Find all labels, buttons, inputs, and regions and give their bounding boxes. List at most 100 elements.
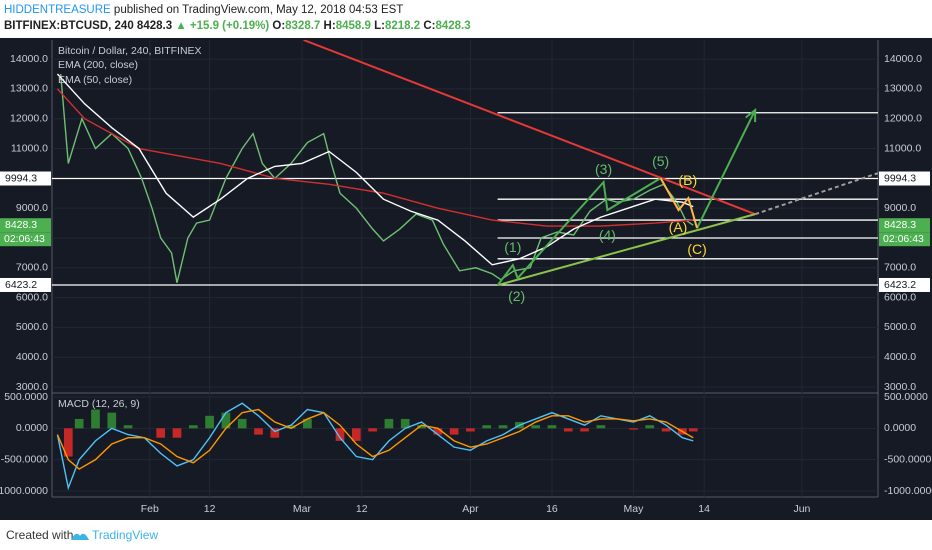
x-tick-label: 14 — [698, 503, 710, 515]
histogram-bar — [482, 425, 492, 429]
histogram-bar — [580, 428, 589, 432]
histogram-bar — [466, 428, 475, 432]
macd-panel — [52, 393, 878, 497]
y-tick-label-left: 0.0000 — [16, 422, 48, 434]
x-tick-label: Jun — [793, 503, 810, 515]
histogram-bar — [368, 428, 377, 432]
brand[interactable]: TradingView — [92, 528, 159, 542]
y-tick-label: 3000.0 — [884, 381, 916, 393]
histogram-bar — [221, 412, 231, 429]
price-tag-label: 6423.2 — [884, 279, 916, 291]
y-tick-label: 9000.0 — [884, 202, 916, 214]
y-tick-label-left: 6000.0 — [16, 291, 48, 303]
wave-label: (4) — [599, 227, 616, 243]
author[interactable]: HIDDENTREASURE — [4, 4, 111, 16]
header: HIDDENTREASURE published on TradingView.… — [0, 0, 932, 38]
panel-title: MACD (12, 26, 9) — [58, 398, 140, 410]
labels: 3000.0 3000.0 4000.0 4000.0 5000.0 5000.0 6000… — [0, 45, 932, 515]
histogram-bar — [205, 415, 214, 429]
histogram-bar — [498, 425, 508, 429]
price-tag — [0, 171, 51, 186]
histogram-bar — [384, 418, 394, 429]
o-label: O: — [272, 20, 286, 32]
histogram-bar — [351, 428, 361, 441]
y-tick-label-left: 14000.0 — [10, 53, 48, 65]
y-tick-label: 11000.0 — [884, 142, 921, 154]
background — [0, 38, 932, 520]
histogram-bar — [531, 425, 540, 429]
price-tag-label: 9994.3 — [5, 172, 37, 184]
countdown-label: 02:06:43 — [883, 233, 924, 245]
histogram-bar — [629, 428, 638, 430]
histogram-bar — [303, 418, 312, 429]
wave-label: (C) — [687, 241, 706, 257]
h-label: H: — [323, 20, 336, 32]
histogram-bar — [547, 425, 557, 429]
x-tick-label: Mar — [293, 503, 312, 515]
series-line — [56, 408, 694, 470]
price-tag — [879, 218, 930, 233]
x-tick-label: May — [624, 503, 645, 515]
price-tag — [879, 277, 930, 292]
y-tick-label: 4000.0 — [884, 351, 916, 363]
histogram-bar — [270, 428, 280, 438]
histogram-bar — [237, 418, 247, 429]
price-panel — [52, 40, 878, 393]
open: 8328.7 — [285, 20, 321, 32]
trend-line — [659, 177, 699, 229]
histogram-bar — [645, 425, 655, 429]
y-tick-label: 500.0000 — [884, 391, 928, 403]
countdown-label: 02:06:43 — [4, 233, 45, 245]
trend-line — [696, 109, 757, 229]
x-tick-label: 16 — [546, 503, 558, 515]
y-tick-label: 14000.0 — [884, 53, 922, 65]
y-tick-label: -500.0000 — [884, 453, 931, 465]
histogram-bar — [188, 425, 198, 429]
wave-label: (B) — [678, 172, 697, 188]
histogram-bar — [172, 428, 182, 438]
chart: 3000.0 3000.0 4000.0 4000.0 5000.0 5000.0 6000… — [0, 38, 932, 520]
y-tick-label-left: 4000.0 — [16, 351, 48, 363]
arrow-head — [745, 108, 757, 123]
wave-label: (3) — [595, 161, 612, 177]
high: 8458.9 — [335, 20, 371, 32]
y-tick-label-left: 9000.0 — [16, 202, 48, 214]
histogram-bar — [661, 428, 671, 432]
histogram-bar — [433, 428, 443, 435]
x-tick-label: 12 — [204, 503, 216, 515]
wave-label: (A) — [669, 219, 688, 235]
legend-entry: EMA (200, close) — [58, 59, 138, 71]
created-with: Created with — [6, 528, 74, 542]
price-tag — [0, 218, 51, 233]
change: ▲ +15.9 (+0.19%) — [175, 20, 270, 32]
price-tag — [879, 171, 930, 186]
histogram-bar — [74, 418, 84, 429]
y-tick-label-left: 11000.0 — [11, 142, 48, 154]
y-tick-label: 5000.0 — [884, 321, 916, 333]
y-tick-label-left: -500.0000 — [1, 453, 48, 465]
y-tick-label: 12000.0 — [884, 112, 922, 124]
histogram-bar — [563, 428, 573, 432]
symbol: BITFINEX:BTCUSD, 240 — [4, 20, 134, 32]
histogram-bar — [91, 409, 100, 429]
series-line — [56, 402, 694, 491]
price-tag-label: 9994.3 — [884, 172, 916, 184]
trend-line — [754, 172, 878, 216]
y-tick-label: 7000.0 — [884, 262, 916, 274]
close: 8428.3 — [435, 20, 471, 32]
histogram-bar — [254, 428, 263, 435]
histogram-bar — [449, 428, 459, 435]
y-tick-label: -1000.0000 — [884, 485, 932, 497]
countdown-tag — [879, 232, 930, 247]
y-tick-label-left: 500.0000 — [4, 391, 48, 403]
y-tick-label-left: 5000.0 — [16, 321, 48, 333]
y-tick-label-left: -1000.0000 — [0, 485, 48, 497]
y-tick-label: 6000.0 — [884, 291, 916, 303]
histogram-bar — [286, 425, 296, 429]
price-tag-label: 8428.3 — [884, 219, 916, 231]
trend-line — [303, 40, 756, 216]
countdown-tag — [0, 232, 51, 247]
histogram-bar — [596, 425, 606, 429]
histogram-bar — [417, 425, 426, 429]
